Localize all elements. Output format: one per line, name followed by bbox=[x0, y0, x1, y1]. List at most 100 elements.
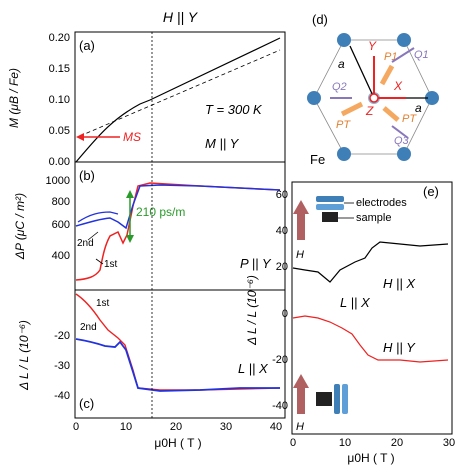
q1-vector bbox=[391, 47, 415, 63]
panel-b-ytick: 800 bbox=[52, 196, 70, 208]
field-arrow-top bbox=[297, 212, 305, 240]
panel-b-blue-curve bbox=[75, 184, 281, 230]
panel-c-xtick: 20 bbox=[170, 421, 182, 433]
panel-c-xtick: 10 bbox=[120, 421, 132, 433]
panel-a-ylabel: M (μB / Fe) bbox=[7, 68, 21, 128]
panel-c-xtick: 40 bbox=[270, 421, 282, 433]
panel-c-frame bbox=[74, 289, 286, 419]
lattice-a-label: a bbox=[338, 57, 345, 71]
fe-atom bbox=[425, 91, 439, 105]
panel-b-ylabel: ΔP (μC / m²) bbox=[13, 193, 27, 260]
q3-label: Q3 bbox=[394, 135, 410, 147]
field-label-top: H bbox=[296, 249, 304, 261]
panel-e-label: (e) bbox=[423, 184, 439, 199]
sample-block-bottom bbox=[316, 392, 332, 406]
field-label-bottom: H bbox=[296, 421, 304, 433]
panel-c-ytick: -30 bbox=[54, 360, 70, 372]
panel-e-hx-curve bbox=[292, 241, 449, 283]
panel-e-center: L || X bbox=[340, 295, 371, 310]
left-column-title: H || Y bbox=[163, 9, 199, 25]
panel-b-first-pointer bbox=[95, 258, 104, 265]
field-arrowhead-bottom bbox=[293, 374, 309, 388]
panel-b-red-curve bbox=[75, 182, 281, 281]
q2-label: Q2 bbox=[332, 81, 347, 93]
panel-c-ytick: -40 bbox=[54, 390, 70, 402]
panel-b-config: P || Y bbox=[240, 256, 272, 271]
panel-c-xlabel: μ0H ( T ) bbox=[154, 436, 201, 450]
panel-e-ytick: 20 bbox=[276, 261, 288, 273]
panel-e-frame bbox=[291, 181, 453, 435]
panel-a-magnetization-curve bbox=[75, 37, 281, 163]
pt-label-left: PT bbox=[336, 119, 351, 131]
panel-b-second-label: 2nd bbox=[77, 238, 94, 249]
panel-b-ytick: 1000 bbox=[46, 175, 70, 187]
panel-b-first-label: 1st bbox=[104, 259, 118, 270]
electrodes-label: electrodes bbox=[356, 197, 407, 209]
panel-c-second-label: 2nd bbox=[80, 322, 97, 333]
panel-c-xtick: 30 bbox=[220, 421, 232, 433]
lattice-vector-a bbox=[349, 45, 375, 99]
electrode-plate bbox=[316, 196, 344, 202]
panel-a-ytick: 0.05 bbox=[49, 125, 70, 137]
panel-b-ytick: 400 bbox=[52, 250, 70, 262]
panel-e-xtick: 0 bbox=[290, 437, 296, 449]
panel-c-label: (c) bbox=[79, 396, 94, 411]
lattice-a2-label: a bbox=[415, 101, 422, 115]
axis-y-label: Y bbox=[368, 39, 377, 53]
fe-atom bbox=[307, 91, 321, 105]
panel-a: (a) M (μB / Fe) 0.00 0.05 0.10 0.15 0.20… bbox=[7, 31, 286, 168]
panel-a-temperature: T = 300 K bbox=[205, 102, 263, 117]
pt-vector-left bbox=[340, 101, 364, 117]
p1-label: P1 bbox=[384, 51, 397, 63]
fe-atom bbox=[397, 33, 411, 47]
panel-c-xtick: 0 bbox=[73, 421, 79, 433]
panel-e-config-x: H || X bbox=[383, 276, 416, 291]
panel-d-label: (d) bbox=[312, 12, 328, 27]
panel-b-rate-arrowhead-bottom bbox=[126, 235, 134, 243]
panel-e-ytick: 40 bbox=[276, 225, 288, 237]
pt-label-right: PT bbox=[402, 113, 417, 125]
panel-b-ytick: 600 bbox=[52, 219, 70, 231]
panel-b-blue-curve-lower bbox=[77, 211, 119, 223]
panel-e: (e) Δ L / L (10⁻⁶) 60 40 20 0 -20 -40 H … bbox=[245, 181, 455, 465]
panel-a-ms-arrowhead bbox=[76, 133, 84, 141]
panel-c-blue-curve bbox=[75, 338, 280, 392]
axis-z-marker bbox=[369, 93, 379, 103]
panel-a-config: M || Y bbox=[205, 136, 240, 151]
panel-e-xlabel: μ0H ( T ) bbox=[347, 451, 394, 465]
panel-a-ms-label: MS bbox=[123, 130, 141, 144]
panel-c-ytick: -20 bbox=[54, 330, 70, 342]
fe-atom bbox=[337, 147, 351, 161]
panel-e-config-y: H || Y bbox=[383, 340, 416, 355]
panel-b-second-pointer bbox=[87, 231, 99, 241]
fe-label: Fe bbox=[310, 152, 325, 167]
panel-a-ytick: 0.20 bbox=[49, 32, 70, 44]
panel-a-ytick: 0.15 bbox=[49, 63, 70, 75]
panel-b-rate-label: 210 ps/m bbox=[136, 205, 185, 219]
electrode-plate bbox=[316, 204, 344, 210]
field-arrowhead-top bbox=[293, 200, 309, 214]
sample-label: sample bbox=[356, 212, 391, 224]
panel-c-first-label: 1st bbox=[96, 298, 110, 309]
panel-e-xtick: 20 bbox=[391, 437, 403, 449]
panel-a-label: (a) bbox=[79, 38, 95, 53]
panel-e-ylabel: Δ L / L (10⁻⁶) bbox=[245, 275, 259, 346]
panel-a-extrapolation-line bbox=[79, 49, 281, 137]
electrode-plate-bottom bbox=[342, 384, 348, 414]
sample-block bbox=[322, 212, 338, 222]
axis-x-label: X bbox=[393, 79, 403, 93]
panel-e-ytick: 0 bbox=[282, 308, 288, 320]
electrode-plate-bottom bbox=[334, 384, 340, 414]
panel-e-ytick: -40 bbox=[272, 400, 288, 412]
panel-c-ylabel: Δ L / L (10⁻⁶) bbox=[17, 320, 31, 391]
panel-d: (d) Fe a a Y X Z P1 Q1 Q2 PT PT Q3 bbox=[307, 12, 439, 167]
panel-a-ytick: 0.10 bbox=[49, 94, 70, 106]
field-arrow-bottom bbox=[297, 386, 305, 414]
panel-c-config: L || X bbox=[238, 361, 269, 376]
panel-b: (b) ΔP (μC / m²) 400 600 800 1000 210 ps… bbox=[13, 161, 286, 291]
fe-atom bbox=[337, 33, 351, 47]
panel-a-ytick: 0.00 bbox=[49, 156, 70, 168]
p1-vector bbox=[379, 64, 395, 86]
panel-b-rate-arrowhead-top bbox=[126, 190, 134, 198]
